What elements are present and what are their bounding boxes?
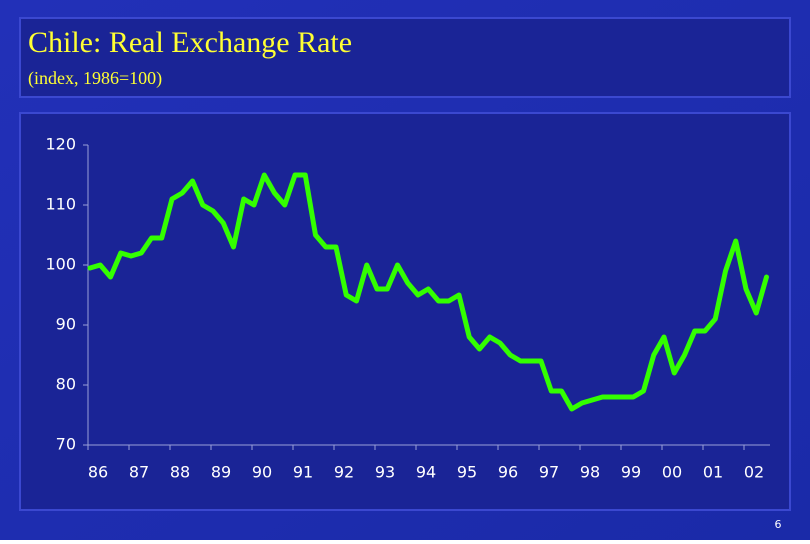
x-tick-label: 96: [498, 463, 518, 482]
y-tick-label: 70: [56, 435, 76, 454]
x-tick-label: 99: [621, 463, 641, 482]
title-box: [19, 17, 791, 98]
x-tick-label: 93: [375, 463, 395, 482]
y-tick-label: 80: [56, 375, 76, 394]
y-tick-label: 110: [45, 195, 76, 214]
x-tick-label: 97: [539, 463, 559, 482]
x-tick-label: 88: [170, 463, 190, 482]
x-tick-label: 02: [744, 463, 764, 482]
x-tick-label: 98: [580, 463, 600, 482]
x-tick-label: 94: [416, 463, 436, 482]
y-tick-label: 120: [45, 135, 76, 154]
x-tick-label: 90: [252, 463, 272, 482]
x-tick-label: 00: [662, 463, 682, 482]
chart-subtitle: (index, 1986=100): [28, 68, 162, 89]
y-tick-label: 90: [56, 315, 76, 334]
x-tick-label: 92: [334, 463, 354, 482]
x-tick-label: 89: [211, 463, 231, 482]
x-tick-label: 86: [88, 463, 108, 482]
chart-title: Chile: Real Exchange Rate: [28, 26, 352, 59]
x-tick-label: 95: [457, 463, 477, 482]
page-number: 6: [775, 518, 782, 531]
x-tick-label: 87: [129, 463, 149, 482]
x-tick-label: 01: [703, 463, 723, 482]
y-tick-label: 100: [45, 255, 76, 274]
data-line: [87, 172, 769, 412]
x-tick-label: 91: [293, 463, 313, 482]
chart-panel: [19, 112, 791, 511]
